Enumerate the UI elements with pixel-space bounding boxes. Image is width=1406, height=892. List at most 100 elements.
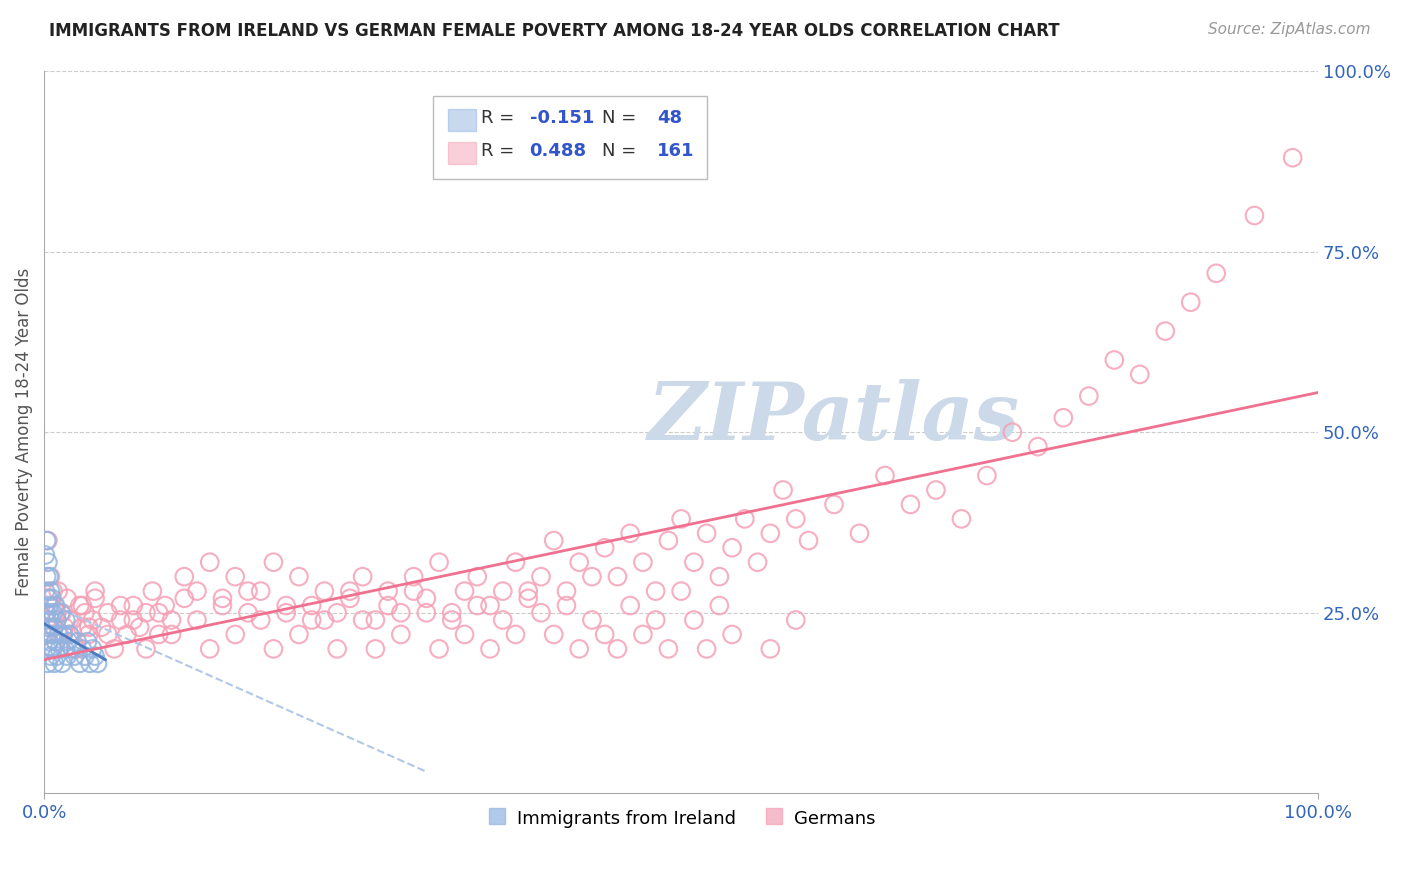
Point: [35, 641, 58, 656]
Point: [415, 591, 437, 606]
Point: [288, 569, 311, 583]
Text: R =: R =: [481, 109, 515, 127]
Point: [44, 620, 66, 634]
Point: [581, 613, 603, 627]
Point: [72, 641, 94, 656]
Point: [721, 627, 744, 641]
Point: [1104, 353, 1126, 368]
Point: [41, 641, 63, 656]
Point: [45, 599, 67, 613]
Point: [69, 657, 91, 671]
Point: [84, 584, 107, 599]
Point: [262, 641, 284, 656]
Point: [56, 591, 79, 606]
Point: [45, 613, 67, 627]
Point: [925, 483, 948, 497]
Point: [276, 606, 298, 620]
Point: [58, 627, 80, 641]
Point: [186, 584, 208, 599]
Point: [606, 641, 628, 656]
Point: [198, 641, 221, 656]
Point: [35, 606, 58, 620]
Point: [39, 649, 62, 664]
Point: [41, 591, 63, 606]
Point: [823, 498, 845, 512]
Point: [440, 606, 463, 620]
Point: [440, 613, 463, 627]
Point: [950, 512, 973, 526]
Point: [122, 599, 145, 613]
Point: [37, 591, 59, 606]
Point: [86, 657, 108, 671]
Point: [58, 613, 80, 627]
Point: [669, 512, 692, 526]
Point: [339, 591, 361, 606]
Point: [377, 599, 399, 613]
Point: [39, 606, 62, 620]
Point: [38, 569, 60, 583]
Point: [696, 641, 718, 656]
FancyBboxPatch shape: [433, 96, 707, 179]
Point: [1001, 425, 1024, 440]
Point: [42, 620, 65, 634]
Point: [52, 627, 75, 641]
Point: [35, 533, 58, 548]
Point: [389, 627, 412, 641]
Point: [644, 584, 666, 599]
Point: [721, 541, 744, 555]
Point: [49, 606, 72, 620]
Point: [82, 613, 104, 627]
Point: [619, 599, 641, 613]
Text: Source: ZipAtlas.com: Source: ZipAtlas.com: [1208, 22, 1371, 37]
Point: [79, 657, 101, 671]
Point: [669, 584, 692, 599]
Point: [505, 555, 527, 569]
Point: [249, 584, 271, 599]
Point: [63, 649, 86, 664]
Point: [51, 606, 73, 620]
Legend: Immigrants from Ireland, Germans: Immigrants from Ireland, Germans: [479, 801, 883, 835]
Point: [1281, 151, 1303, 165]
Point: [44, 599, 66, 613]
Point: [211, 599, 233, 613]
Text: R =: R =: [481, 142, 515, 160]
Point: [644, 613, 666, 627]
Point: [352, 613, 374, 627]
Point: [734, 512, 756, 526]
Point: [153, 599, 176, 613]
Point: [77, 627, 100, 641]
Point: [135, 641, 157, 656]
Y-axis label: Female Poverty Among 18-24 Year Olds: Female Poverty Among 18-24 Year Olds: [15, 268, 32, 597]
Point: [69, 599, 91, 613]
Point: [479, 599, 502, 613]
Point: [683, 555, 706, 569]
Point: [48, 627, 70, 641]
Point: [1052, 410, 1074, 425]
Point: [66, 634, 89, 648]
Point: [115, 627, 138, 641]
Point: [517, 591, 540, 606]
Point: [606, 569, 628, 583]
Point: [377, 584, 399, 599]
Point: [45, 634, 67, 648]
Point: [148, 606, 170, 620]
Text: ZIPatlas: ZIPatlas: [648, 379, 1021, 457]
Point: [51, 657, 73, 671]
Point: [37, 533, 59, 548]
Point: [772, 483, 794, 497]
Point: [97, 606, 120, 620]
Point: [39, 584, 62, 599]
Point: [160, 613, 183, 627]
Point: [76, 634, 98, 648]
Point: [657, 641, 679, 656]
Point: [173, 569, 195, 583]
Point: [84, 591, 107, 606]
Point: [797, 533, 820, 548]
Point: [128, 620, 150, 634]
Point: [73, 606, 96, 620]
Point: [41, 627, 63, 641]
Point: [568, 641, 591, 656]
Point: [42, 641, 65, 656]
Point: [77, 620, 100, 634]
Point: [65, 641, 87, 656]
